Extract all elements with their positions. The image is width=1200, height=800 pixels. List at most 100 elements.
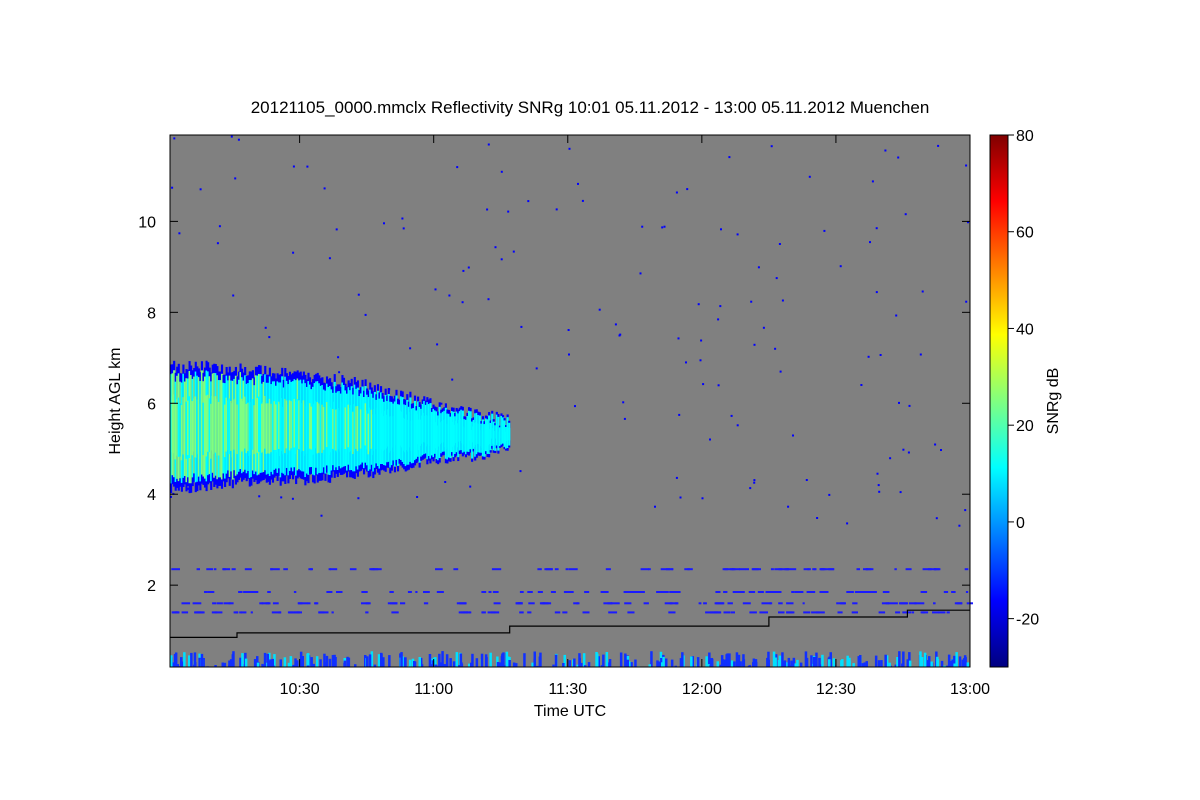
cloud-peak (242, 401, 245, 452)
clutter-streak (436, 591, 444, 593)
clutter-streak (565, 568, 569, 571)
speckle (899, 491, 902, 494)
plot-frame (169, 134, 971, 668)
speckle (884, 149, 887, 152)
cloud-peak (315, 400, 318, 449)
cloud-peak (386, 414, 389, 449)
cloud-peak (256, 398, 259, 453)
clutter-streak (400, 602, 406, 605)
cloud-peak (379, 408, 383, 448)
clutter-streak (192, 602, 202, 605)
cloud-peak (498, 431, 501, 442)
surface-clutter-column (906, 659, 909, 667)
speckle (186, 487, 189, 490)
surface-clutter-column (928, 656, 931, 667)
surface-clutter-column (459, 653, 463, 667)
cloud-peak (174, 404, 177, 460)
speckle (654, 505, 656, 508)
surface-clutter-column (346, 656, 349, 667)
speckle (469, 485, 472, 488)
cloud-peak (417, 413, 420, 445)
surface-clutter-column (821, 654, 824, 667)
colorbar-tick-label: 60 (1016, 225, 1034, 242)
clutter-streak (222, 568, 231, 571)
surface-clutter-column (334, 657, 337, 667)
surface-clutter-column (578, 653, 581, 667)
clutter-streak (807, 568, 810, 571)
clutter-streak (582, 611, 590, 614)
speckle (614, 323, 617, 326)
speckle (357, 293, 360, 296)
cloud-peak (244, 396, 247, 449)
surface-clutter-column (737, 654, 741, 667)
surface-clutter-column (253, 659, 257, 667)
speckle (750, 300, 753, 303)
cloud-peak (446, 423, 449, 450)
clutter-streak (722, 568, 728, 571)
cloud-peak (434, 420, 437, 445)
surface-clutter-column (597, 656, 600, 667)
surface-clutter-column (767, 659, 770, 667)
cloud-peak (302, 400, 305, 451)
surface-clutter-column (723, 659, 727, 667)
surface-clutter-column (953, 655, 956, 667)
clutter-streak (231, 568, 236, 571)
x-tick-label: 10:30 (280, 681, 320, 698)
surface-clutter-column (863, 662, 866, 667)
speckle (507, 210, 510, 213)
surface-clutter-column (840, 660, 843, 667)
cloud-peak (372, 414, 375, 455)
clutter-streak (487, 611, 493, 614)
clutter-streak (773, 591, 782, 593)
speckle (677, 337, 680, 340)
clutter-streak (463, 611, 468, 614)
clutter-streak (739, 568, 746, 571)
clutter-streak (271, 611, 282, 614)
cloud-peak (369, 407, 372, 452)
surface-clutter-column (271, 658, 274, 667)
cloud-peak (193, 398, 196, 452)
clutter-streak (407, 591, 412, 593)
clutter-streak (181, 611, 189, 614)
cloud-peak (366, 410, 369, 450)
clutter-streak (668, 611, 676, 614)
surface-clutter-column (961, 659, 965, 667)
surface-clutter-column (626, 659, 629, 667)
surface-clutter-column (507, 656, 510, 667)
cloud-peak (390, 416, 393, 451)
clutter-streak (521, 591, 524, 593)
surface-clutter-column (587, 662, 591, 667)
clutter-streak (605, 568, 611, 571)
y-tick-label: 2 (147, 578, 156, 595)
clutter-streak (527, 591, 533, 593)
surface-clutter-column (404, 657, 407, 667)
speckle (448, 294, 451, 297)
cloud-peak (421, 415, 424, 444)
clutter-streak (211, 611, 218, 614)
clutter-streak (860, 591, 868, 593)
clutter-streak (527, 611, 532, 614)
clutter-streak (584, 591, 590, 593)
surface-clutter-column (576, 664, 579, 667)
speckle (702, 383, 705, 386)
cloud-peak (268, 398, 271, 454)
surface-clutter-column (848, 660, 851, 667)
surface-clutter-column (624, 653, 627, 667)
speckle (964, 509, 967, 512)
cloud-peak (495, 421, 498, 439)
surface-clutter-column (299, 651, 303, 667)
cloud-peak (265, 403, 268, 454)
speckle (878, 490, 881, 493)
speckle (940, 449, 942, 451)
clutter-streak (361, 602, 371, 605)
surface-clutter-column (783, 660, 787, 667)
cloud-peak (182, 397, 185, 455)
cloud-peak (477, 423, 480, 444)
surface-clutter-column (244, 658, 248, 667)
cloud-peak (308, 403, 312, 449)
clutter-streak (372, 568, 382, 571)
surface-clutter-column (243, 664, 247, 667)
surface-clutter-column (223, 662, 227, 667)
cloud-peak (355, 406, 358, 449)
surface-clutter-column (505, 651, 509, 667)
